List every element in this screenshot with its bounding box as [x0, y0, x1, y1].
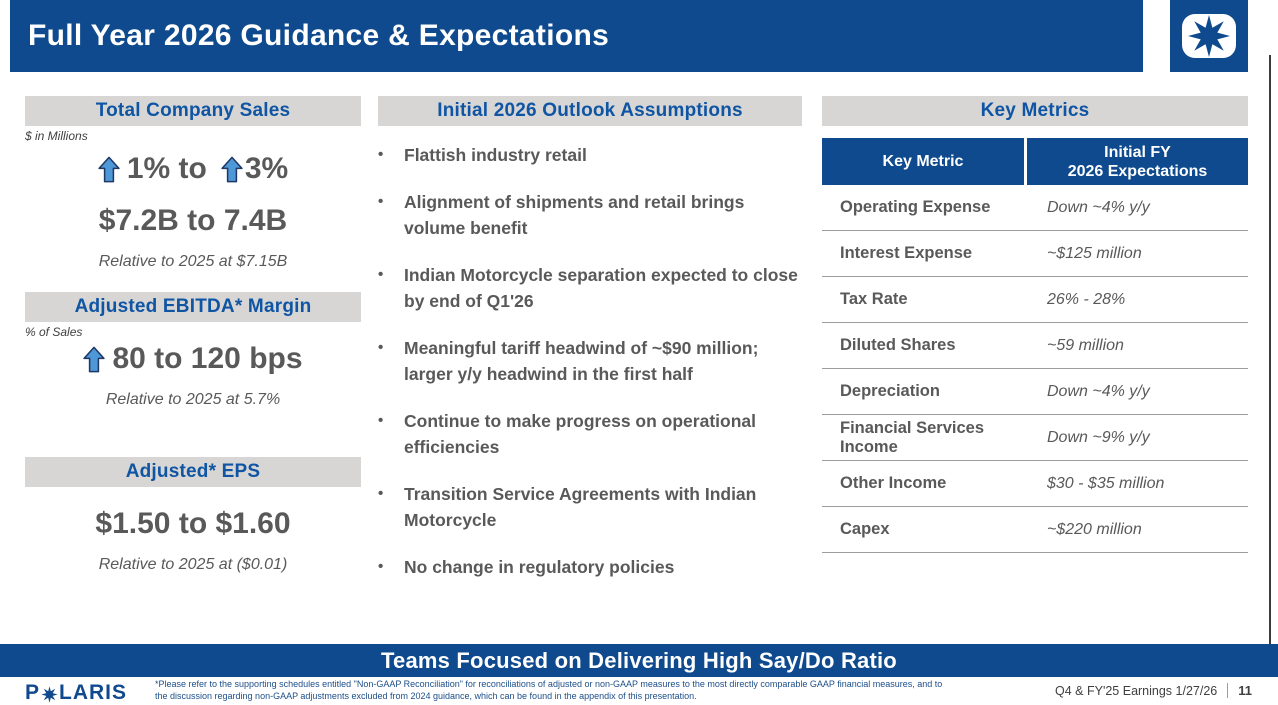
key-metrics-table-header: Key Metric Initial FY 2026 Expectations — [822, 138, 1248, 185]
page-number: 11 — [1238, 683, 1252, 698]
polaris-logo — [1170, 0, 1248, 72]
metric-value: Down ~4% y/y — [1047, 198, 1150, 216]
footnote-line2: the discussion regarding non-GAAP adjust… — [155, 690, 697, 701]
up-arrow-icon — [83, 346, 106, 372]
metric-label: Capex — [840, 520, 890, 538]
table-row: Tax Rate 26% - 28% — [822, 277, 1248, 323]
panel-total-company-sales: Total Company Sales $ in Millions 1% to … — [25, 96, 361, 271]
unit-note: % of Sales — [25, 325, 83, 339]
unit-note: $ in Millions — [25, 129, 88, 143]
wordmark-prefix: P — [25, 681, 41, 704]
column-header-line2: 2026 Expectations — [1067, 162, 1208, 180]
metric-label: Financial Services Income — [840, 418, 984, 456]
metric-value: Down ~9% y/y — [1047, 428, 1150, 446]
sales-caption: Relative to 2025 at $7.15B — [98, 253, 288, 270]
metric-value: ~$220 million — [1047, 520, 1142, 538]
polaris-wordmark-star-icon — [41, 685, 58, 703]
slide-header-bar: Full Year 2026 Guidance & Expectations — [10, 0, 1143, 72]
metric-label: Operating Expense — [840, 198, 991, 216]
sales-growth-range-start: 1% to — [126, 152, 207, 185]
table-row: Diluted Shares ~59 million — [822, 323, 1248, 369]
metric-label: Depreciation — [840, 382, 940, 400]
column-header-expectations: Initial FY 2026 Expectations — [1027, 138, 1248, 185]
outlook-bullet-list: Flattish industry retail Alignment of sh… — [378, 142, 802, 580]
outlook-bullet: Transition Service Agreements with India… — [378, 481, 802, 533]
outlook-bullet: Continue to make progress on operational… — [378, 408, 802, 460]
footer-meta: Q4 & FY'25 Earnings 1/27/26 11 — [1055, 683, 1252, 698]
page-title: Full Year 2026 Guidance & Expectations — [28, 19, 610, 52]
metric-value: ~59 million — [1047, 336, 1124, 354]
table-row: Interest Expense ~$125 million — [822, 231, 1248, 277]
polaris-wordmark: P LARIS — [25, 681, 127, 705]
outlook-bullet: Flattish industry retail — [378, 142, 802, 168]
footnote: *Please refer to the supporting schedule… — [155, 679, 985, 702]
footnote-line1: *Please refer to the supporting schedule… — [155, 679, 943, 689]
column-header-key-metric: Key Metric — [822, 138, 1027, 185]
metric-label: Other Income — [840, 474, 947, 492]
metric-label: Diluted Shares — [840, 336, 956, 354]
section-title-total-company-sales: Total Company Sales — [25, 96, 361, 126]
outlook-bullet: No change in regulatory policies — [378, 554, 802, 580]
up-arrow-icon — [98, 156, 120, 182]
metric-label: Tax Rate — [840, 290, 908, 308]
metric-value: ~$125 million — [1047, 244, 1142, 262]
table-row: Financial Services Income Down ~9% y/y — [822, 415, 1248, 461]
ebitda-caption: Relative to 2025 at 5.7% — [105, 391, 281, 408]
section-title-key-metrics: Key Metrics — [822, 96, 1248, 126]
ebitda-margin-stat: 80 to 120 bps — [25, 340, 361, 378]
metric-value: $30 - $35 million — [1047, 474, 1165, 492]
metric-value: Down ~4% y/y — [1047, 382, 1150, 400]
polaris-star-icon — [1182, 14, 1236, 58]
outlook-bullet: Alignment of shipments and retail brings… — [378, 189, 802, 241]
section-title-outlook-assumptions: Initial 2026 Outlook Assumptions — [378, 96, 802, 126]
panel-adjusted-eps: Adjusted* EPS $1.50 to $1.60 Relative to… — [25, 457, 361, 574]
section-title-adjusted-eps: Adjusted* EPS — [25, 457, 361, 487]
up-arrow-icon — [221, 156, 243, 182]
slide-edge-line — [1269, 55, 1271, 644]
table-row: Depreciation Down ~4% y/y — [822, 369, 1248, 415]
sales-growth-range-end: 3% — [244, 152, 289, 185]
sales-growth-stat: 1% to 3% — [25, 150, 361, 188]
wordmark-suffix: LARIS — [59, 681, 128, 704]
takeaway-text: Teams Focused on Delivering High Say/Do … — [381, 647, 897, 673]
footer-divider — [1227, 683, 1229, 698]
eps-caption: Relative to 2025 at ($0.01) — [98, 556, 288, 573]
panel-outlook-assumptions: Initial 2026 Outlook Assumptions Flattis… — [378, 96, 802, 601]
earnings-label: Q4 & FY'25 Earnings 1/27/26 — [1055, 683, 1218, 698]
metric-label: Interest Expense — [840, 244, 973, 262]
takeaway-banner: Teams Focused on Delivering High Say/Do … — [0, 644, 1278, 677]
table-row: Operating Expense Down ~4% y/y — [822, 185, 1248, 231]
outlook-bullet: Meaningful tariff headwind of ~$90 milli… — [378, 335, 802, 387]
table-row: Other Income $30 - $35 million — [822, 461, 1248, 507]
panel-adjusted-ebitda-margin: Adjusted EBITDA* Margin % of Sales 80 to… — [25, 292, 361, 409]
section-title-adjusted-ebitda-margin: Adjusted EBITDA* Margin — [25, 292, 361, 322]
column-header-line1: Initial FY — [1104, 143, 1171, 161]
outlook-bullet: Indian Motorcycle separation expected to… — [378, 262, 802, 314]
eps-range-stat: $1.50 to $1.60 — [95, 507, 291, 540]
key-metrics-table: Key Metric Initial FY 2026 Expectations … — [822, 138, 1248, 553]
sales-dollar-range: $7.2B to 7.4B — [98, 204, 288, 237]
table-row: Capex ~$220 million — [822, 507, 1248, 553]
panel-key-metrics: Key Metrics Key Metric Initial FY 2026 E… — [822, 96, 1248, 553]
ebitda-margin-range: 80 to 120 bps — [112, 342, 303, 375]
metric-value: 26% - 28% — [1047, 290, 1126, 308]
